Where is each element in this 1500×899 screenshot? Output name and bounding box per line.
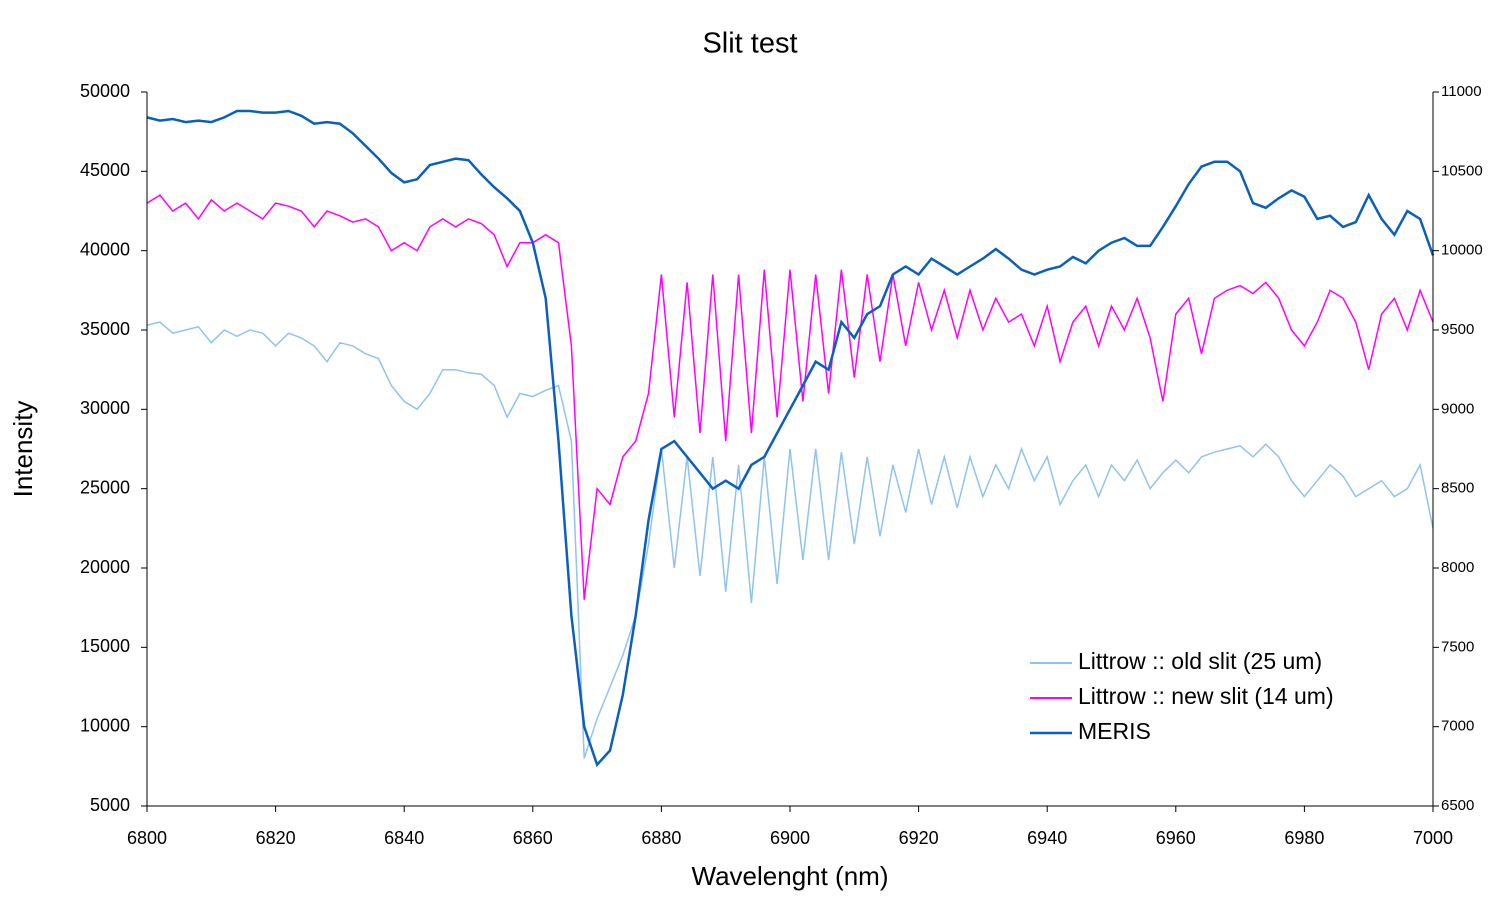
y-tick-label: 40000 <box>80 239 130 259</box>
legend-label: MERIS <box>1078 718 1151 744</box>
y2-tick-label: 8000 <box>1441 559 1474 576</box>
x-tick-label: 6940 <box>1027 828 1067 848</box>
y2-tick-label: 8500 <box>1441 480 1474 497</box>
x-tick-label: 6820 <box>256 828 296 848</box>
legend-label: Littrow :: old slit (25 um) <box>1078 648 1322 674</box>
plot-area <box>146 109 1435 768</box>
y2-tick-label: 9500 <box>1441 321 1474 338</box>
y-tick-label: 25000 <box>80 477 130 497</box>
x-tick-label: 6980 <box>1284 828 1324 848</box>
y2-tick-label: 11000 <box>1441 83 1482 100</box>
x-tick-label: 6880 <box>641 828 681 848</box>
y-tick-label: 10000 <box>80 715 130 735</box>
y2-tick-label: 7500 <box>1441 638 1474 655</box>
legend-label: Littrow :: new slit (14 um) <box>1078 683 1334 709</box>
x-tick-label: 6920 <box>899 828 939 848</box>
y-tick-label: 30000 <box>80 398 130 418</box>
y-tick-label: 45000 <box>80 160 130 180</box>
x-tick-label: 6960 <box>1156 828 1196 848</box>
chart-title: Slit test <box>702 28 797 60</box>
y-tick-label: 50000 <box>80 81 130 101</box>
y2-tick-label: 7000 <box>1441 718 1474 735</box>
y-tick-label: 35000 <box>80 319 130 339</box>
y2-tick-label: 6500 <box>1441 797 1474 814</box>
y2-tick-label: 10500 <box>1441 162 1483 179</box>
x-tick-label: 7000 <box>1413 828 1453 848</box>
y2-tick-label: 9000 <box>1441 400 1474 417</box>
y2-tick-label: 10000 <box>1441 242 1483 259</box>
x-tick-label: 6800 <box>127 828 167 848</box>
y-tick-label: 5000 <box>90 795 130 815</box>
series-line <box>146 194 1434 600</box>
y-tick-label: 20000 <box>80 557 130 577</box>
y-tick-label: 15000 <box>80 636 130 656</box>
y-axis-label: Intensity <box>8 401 38 498</box>
series-line <box>146 321 1434 759</box>
x-tick-label: 6840 <box>384 828 424 848</box>
series-line <box>146 109 1435 768</box>
x-axis-label: Wavelenght (nm) <box>692 861 889 891</box>
x-tick-label: 6900 <box>770 828 810 848</box>
x-tick-label: 6860 <box>513 828 553 848</box>
